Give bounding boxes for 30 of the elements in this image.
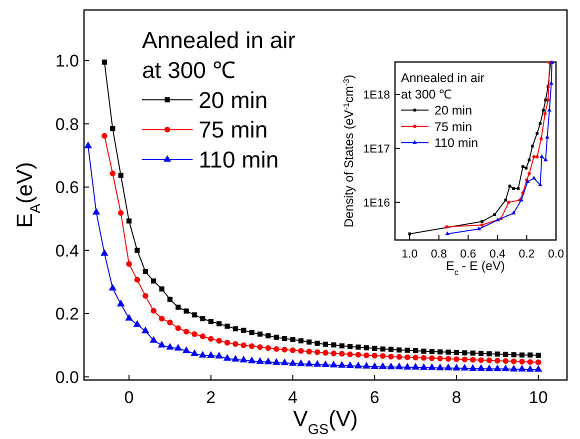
x-tick-label: 0.8 [430,248,447,260]
x-axis-title: E$_{c}$ - E (eV) [446,258,505,276]
x-tick-label: 6 [370,388,380,407]
y-tick-label: 0.8 [55,114,79,134]
legend-label: 75 min [434,120,472,134]
y-tick-label: 1E16 [363,197,390,210]
legend-label: 110 min [198,146,279,173]
legend-label: 20 min [198,86,268,113]
x-tick-label: 8 [452,388,462,407]
x-tick-label: 0.2 [518,248,535,260]
y-tick-label: 1E17 [363,143,390,156]
x-tick-label: 4 [288,388,298,407]
legend-label: 110 min [434,136,478,150]
x-tick-label: 0 [124,388,134,407]
x-axis-title: V$_{GS}$(V) [293,406,358,438]
legend-label: 75 min [198,116,268,143]
x-tick-label: 1.0 [402,248,418,260]
y-tick-label: 0.2 [55,304,79,324]
y-tick-label: 0.0 [55,368,79,387]
x-tick-label: 0.4 [489,248,506,260]
x-tick-label: 0.6 [460,248,476,260]
legend-title: Annealed in air at 300 ℃ [142,27,296,83]
y-tick-label: 0.6 [55,178,79,198]
x-tick-label: 0.0 [548,248,564,260]
legend-title: Annealed in air at 300 ℃ [401,71,484,102]
x-tick-label: 10 [528,388,548,407]
legend-label: 20 min [434,104,472,118]
x-tick-label: 2 [206,388,216,407]
y-tick-label: 1.0 [55,52,79,71]
y-tick-label: 1E18 [363,89,390,102]
